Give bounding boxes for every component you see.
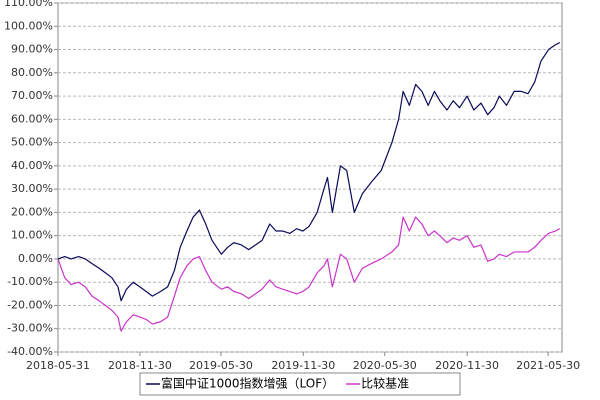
y-tick-label: 80.00% [11, 66, 53, 79]
y-tick-label: 40.00% [11, 159, 53, 172]
x-tick-label: 2019-05-30 [189, 359, 253, 372]
y-tick-label: -20.00% [7, 298, 53, 311]
y-tick-label: -40.00% [7, 345, 53, 358]
y-tick-label: -30.00% [7, 322, 53, 335]
y-tick-label: 30.00% [11, 182, 53, 195]
plot-frame [57, 2, 563, 353]
series-line [57, 216, 561, 332]
x-tick-label: 2018-11-30 [108, 359, 172, 372]
x-tick-label: 2021-05-30 [516, 359, 580, 372]
y-tick-label: 100.00% [4, 19, 53, 32]
y-tick-label: -10.00% [7, 275, 53, 288]
y-tick-label: 90.00% [11, 43, 53, 56]
x-tick-label: 2019-11-30 [271, 359, 335, 372]
x-tick-label: 2020-05-30 [353, 359, 417, 372]
y-tick-label: 50.00% [11, 136, 53, 149]
y-tick-label: 60.00% [11, 112, 53, 125]
legend-label: 比较基准 [361, 376, 409, 391]
y-tick-label: 70.00% [11, 89, 53, 102]
legend-label: 富国中证1000指数增强（LOF） [161, 376, 334, 391]
legend-box [139, 372, 461, 396]
y-tick-label: 20.00% [11, 205, 53, 218]
x-tick-label: 2020-11-30 [435, 359, 499, 372]
y-tick-label: 10.00% [11, 229, 53, 242]
x-tick-label: 2018-05-31 [26, 359, 90, 372]
y-tick-label: 0.00% [18, 252, 53, 265]
series-line [57, 42, 561, 302]
legend: 富国中证1000指数增强（LOF） 比较基准 [146, 376, 409, 391]
y-tick-label: 110.00% [4, 0, 53, 9]
